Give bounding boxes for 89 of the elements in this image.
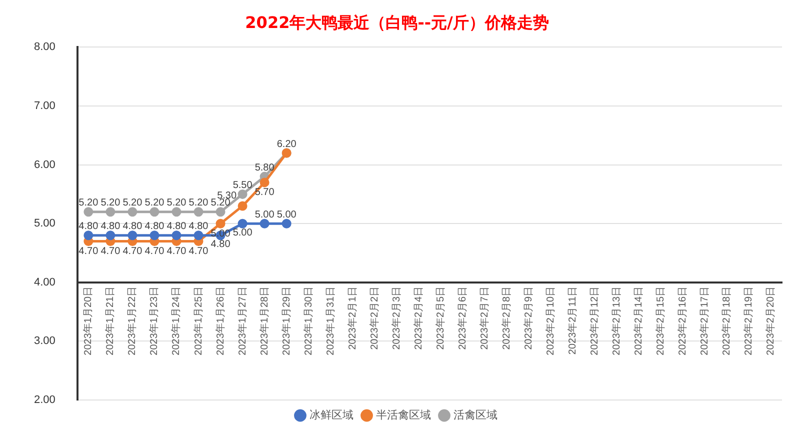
point bbox=[172, 230, 182, 240]
x-tick-label: 2023年1月28日 bbox=[258, 286, 270, 356]
data-label: 4.80 bbox=[100, 221, 121, 232]
x-tick-label: 2023年1月20日 bbox=[82, 286, 94, 356]
data-label: 4.80 bbox=[166, 221, 187, 232]
x-tick-label: 2023年1月30日 bbox=[302, 286, 314, 356]
point bbox=[172, 207, 182, 217]
y-tick-label: 5.00 bbox=[34, 218, 56, 230]
point bbox=[282, 218, 292, 228]
x-tick-label: 2023年2月11日 bbox=[566, 286, 579, 355]
x-tick-label: 2023年1月31日 bbox=[324, 286, 336, 356]
x-tick-label: 2023年2月17日 bbox=[698, 286, 711, 356]
data-label: 5.00 bbox=[232, 227, 253, 238]
chart-title: 2022年大鸭最近（白鸭--元/斤）价格走势 bbox=[245, 12, 549, 32]
data-label: 4.70 bbox=[78, 246, 99, 257]
point bbox=[84, 230, 94, 240]
x-tick-label: 2023年2月7日 bbox=[478, 286, 490, 350]
x-tick-label: 2023年2月1日 bbox=[346, 286, 358, 350]
data-label: 5.00 bbox=[254, 209, 275, 220]
point bbox=[216, 207, 226, 217]
point bbox=[216, 218, 226, 228]
point bbox=[150, 207, 160, 217]
x-tick-label: 2023年1月25日 bbox=[192, 286, 204, 356]
x-tick-label: 2023年2月19日 bbox=[742, 286, 755, 356]
x-tick-label: 2023年2月13日 bbox=[610, 286, 623, 356]
x-tick-label: 2023年2月4日 bbox=[412, 286, 424, 350]
data-label: 5.20 bbox=[100, 198, 121, 209]
legend-label: 冰鲜区域 bbox=[309, 408, 354, 422]
data-label: 5.20 bbox=[166, 198, 187, 209]
data-label: 4.70 bbox=[188, 246, 209, 257]
x-tick-label: 2023年2月8日 bbox=[500, 286, 513, 350]
point bbox=[84, 207, 94, 217]
y-tick-label: 4.00 bbox=[34, 276, 56, 288]
data-label: 4.80 bbox=[144, 221, 165, 232]
point bbox=[106, 230, 116, 240]
x-tick-label: 2023年2月5日 bbox=[434, 286, 446, 350]
data-label: 5.20 bbox=[78, 198, 99, 209]
point bbox=[194, 207, 204, 217]
point bbox=[238, 189, 248, 199]
data-label: 5.20 bbox=[188, 198, 209, 209]
x-tick-label: 2023年2月12日 bbox=[588, 286, 601, 356]
x-tick-label: 2023年2月9日 bbox=[522, 286, 535, 350]
data-label: 6.20 bbox=[276, 138, 297, 150]
y-tick-label: 3.00 bbox=[34, 335, 56, 348]
data-label: 4.80 bbox=[78, 221, 99, 232]
point bbox=[260, 178, 270, 188]
data-label: 5.20 bbox=[144, 198, 165, 209]
x-tick-label: 2023年2月10日 bbox=[544, 286, 557, 356]
point bbox=[238, 218, 248, 228]
x-tick-label: 2023年1月27日 bbox=[236, 286, 248, 356]
y-tick-label: 8.00 bbox=[34, 41, 56, 54]
y-tick-label: 7.00 bbox=[34, 100, 56, 112]
data-label: 5.70 bbox=[254, 187, 275, 198]
point bbox=[150, 230, 160, 240]
data-label: 5.50 bbox=[232, 180, 253, 191]
data-label: 4.70 bbox=[122, 246, 143, 257]
point bbox=[128, 207, 138, 217]
y-tick-label: 6.00 bbox=[34, 158, 56, 171]
data-label: 4.80 bbox=[188, 221, 209, 232]
x-tick-label: 2023年1月21日 bbox=[104, 286, 116, 356]
legend-label: 活禽区域 bbox=[453, 408, 498, 422]
point bbox=[128, 230, 138, 240]
data-label: 4.80 bbox=[122, 221, 143, 232]
x-tick-label: 2023年2月2日 bbox=[368, 286, 380, 350]
legend-label: 半活禽区域 bbox=[376, 408, 431, 422]
point bbox=[238, 201, 248, 211]
data-label: 4.80 bbox=[210, 239, 231, 250]
x-tick-label: 2023年2月6日 bbox=[456, 286, 468, 350]
x-tick-label: 2023年2月16日 bbox=[676, 286, 689, 356]
data-label: 4.70 bbox=[166, 246, 187, 257]
data-label: 4.70 bbox=[100, 246, 121, 257]
y-tick-label: 2.00 bbox=[34, 394, 56, 406]
x-tick-label: 2023年2月18日 bbox=[720, 286, 733, 356]
data-label: 5.20 bbox=[122, 198, 143, 209]
point bbox=[194, 230, 204, 240]
data-label: 4.70 bbox=[144, 246, 165, 257]
point bbox=[260, 218, 270, 228]
data-label: 5.80 bbox=[254, 162, 275, 174]
x-tick-label: 2023年1月24日 bbox=[170, 286, 182, 356]
data-label: 5.00 bbox=[276, 209, 297, 220]
x-tick-label: 2023年2月3日 bbox=[390, 286, 402, 350]
x-tick-label: 2023年1月29日 bbox=[280, 286, 292, 356]
x-tick-label: 2023年2月14日 bbox=[632, 286, 645, 356]
x-tick-label: 2023年1月23日 bbox=[148, 286, 160, 356]
point bbox=[106, 207, 116, 217]
x-tick-label: 2023年2月15日 bbox=[654, 286, 667, 356]
x-tick-label: 2023年2月20日 bbox=[764, 286, 777, 356]
x-tick-label: 2023年1月22日 bbox=[126, 286, 138, 356]
x-tick-label: 2023年1月26日 bbox=[214, 286, 226, 356]
